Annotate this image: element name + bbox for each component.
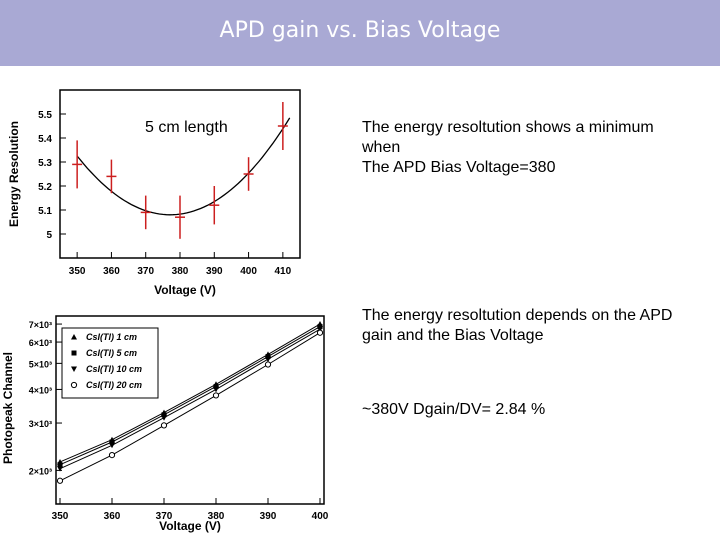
chart1-ylabel: Energy Resolution: [7, 121, 21, 227]
data-point: [317, 324, 323, 330]
x-tick-label: 350: [52, 511, 69, 522]
y-tick-label: 2×10³: [29, 466, 52, 476]
y-tick-label: 5.5: [38, 110, 52, 121]
y-tick-label: 5: [46, 230, 52, 241]
x-tick-label: 350: [69, 266, 86, 277]
data-point: [56, 477, 64, 484]
y-tick-label: 5.2: [38, 182, 52, 193]
text-block-gain-dependence: The energy resoltution depends on the AP…: [362, 306, 718, 346]
data-point: [109, 439, 115, 445]
x-tick-label: 390: [206, 266, 223, 277]
chart2-xlabel: Voltage (V): [159, 519, 221, 533]
text-line: The APD Bias Voltage=380: [362, 159, 556, 176]
legend-box: [61, 327, 159, 399]
data-point: [213, 386, 219, 393]
legend-label: CsI(Tl) 20 cm: [86, 380, 142, 390]
data-point: [71, 366, 77, 372]
data-point: [70, 381, 78, 389]
chart1-annotation: 5 cm length: [145, 119, 228, 136]
x-tick-label: 400: [312, 511, 329, 522]
data-point: [71, 350, 77, 356]
y-tick-label: 5.3: [38, 158, 52, 169]
data-point: [71, 334, 77, 340]
x-tick-label: 380: [208, 511, 225, 522]
text-gain-slope: ~380V Dgain/DV= 2.84 %: [362, 401, 546, 418]
title-bar: [0, 0, 720, 66]
text-line: The energy resoltution depends on the AP…: [362, 307, 673, 324]
x-tick-label: 360: [103, 266, 120, 277]
data-point: [108, 451, 116, 459]
data-point: [213, 384, 219, 390]
data-point: [264, 361, 272, 368]
series-line: [59, 323, 321, 463]
slide-title: APD gain vs. Bias Voltage: [219, 18, 501, 43]
data-point: [265, 356, 271, 363]
data-point: [265, 354, 271, 360]
fit-curve: [76, 117, 291, 216]
legend-label: CsI(Tl) 1 cm: [86, 332, 137, 342]
legend-label: CsI(Tl) 10 cm: [86, 364, 142, 374]
y-tick-label: 3×10³: [29, 419, 52, 429]
x-tick-label: 400: [240, 266, 257, 277]
x-tick-label: 410: [275, 266, 292, 277]
y-tick-label: 4×10³: [29, 385, 52, 395]
y-tick-label: 6×10³: [29, 338, 52, 348]
text-line: gain and the Bias Voltage: [362, 327, 544, 344]
y-tick-label: 5×10³: [29, 359, 52, 369]
series-line: [59, 332, 321, 482]
text-line: The energy resoltution shows a minimum: [362, 119, 654, 136]
x-tick-label: 360: [104, 511, 121, 522]
chart2-legend: CsI(Tl) 1 cm CsI(Tl) 5 cm CsI(Tl) 10 cm CsI…: [61, 327, 159, 399]
data-point: [109, 442, 115, 449]
text-line: when: [362, 139, 401, 156]
x-tick-label: 390: [260, 511, 277, 522]
data-point: [57, 462, 63, 468]
x-tick-label: 370: [156, 511, 173, 522]
photopeak-channel-chart: Voltage (V) Photopeak Channel 350 360 370 3…: [1, 315, 329, 533]
x-tick-label: 380: [172, 266, 189, 277]
y-tick-label: 5.1: [38, 206, 52, 217]
y-tick-label: 7×10³: [29, 320, 52, 330]
data-point: [57, 466, 63, 472]
series-line: [59, 328, 321, 470]
data-point: [161, 415, 167, 421]
energy-resolution-chart: 5 cm length Voltage (V) Energy Resolutio…: [7, 89, 301, 297]
data-point: [161, 412, 167, 418]
data-point: [212, 392, 220, 399]
chart2-ylabel: Photopeak Channel: [1, 352, 15, 464]
y-tick-label: 5.4: [38, 134, 52, 145]
legend-label: CsI(Tl) 5 cm: [86, 348, 137, 358]
x-tick-label: 370: [137, 266, 154, 277]
data-point: [316, 329, 324, 336]
data-point: [160, 422, 168, 429]
data-point: [317, 326, 323, 333]
chart1-xlabel: Voltage (V): [154, 283, 216, 297]
text-block-energy-minimum: The energy resoltution shows a minimum w…: [362, 118, 712, 178]
series-line: [59, 326, 321, 466]
